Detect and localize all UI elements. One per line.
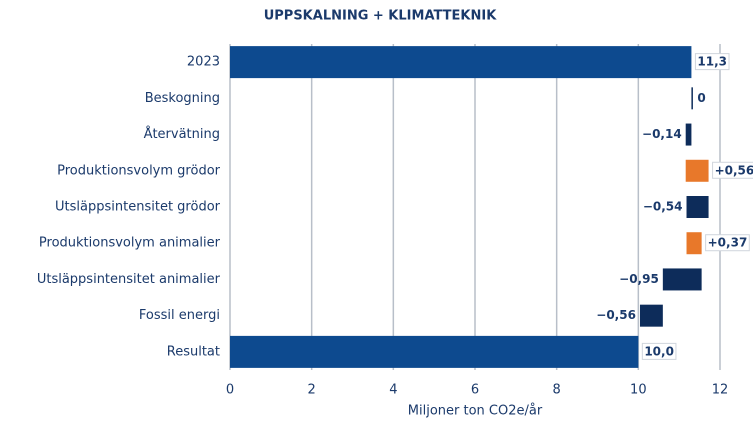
bar	[686, 232, 702, 255]
x-tick-label: 4	[389, 383, 397, 398]
value-label: 11,3	[697, 55, 727, 69]
bar	[686, 196, 709, 218]
bar	[230, 46, 692, 79]
value-label: −0,54	[643, 200, 683, 214]
value-label-box	[641, 342, 677, 360]
value-label: +0,37	[708, 236, 748, 250]
value-label: 10,0	[644, 344, 674, 358]
bar	[685, 123, 692, 146]
bar	[685, 159, 709, 182]
value-label: −0,14	[642, 127, 682, 141]
y-tick-label: Produktionsvolym animalier	[39, 236, 221, 251]
y-tick-label: Resultat	[167, 344, 220, 359]
bar	[691, 87, 693, 110]
value-label-box	[694, 53, 730, 71]
value-label: −0,95	[619, 272, 659, 286]
bar	[662, 268, 702, 291]
x-tick-label: 6	[471, 383, 479, 398]
y-tick-label: Utsläppsintensitet animalier	[37, 272, 221, 287]
y-tick-label: Fossil energi	[139, 308, 220, 323]
x-tick-label: 2	[308, 383, 316, 398]
value-label-box	[705, 234, 750, 252]
bar	[230, 335, 639, 368]
y-tick-label: Beskogning	[145, 91, 220, 106]
bar	[639, 304, 663, 327]
x-tick-label: 0	[226, 383, 234, 398]
value-label: −0,56	[596, 308, 636, 322]
x-axis-title: Miljoner ton CO2e/år	[408, 404, 543, 419]
x-tick-label: 10	[630, 383, 647, 398]
value-label: 0	[697, 91, 705, 105]
value-label: +0,56	[715, 163, 753, 177]
y-tick-label: Återvätning	[144, 126, 220, 142]
x-tick-label: 8	[553, 383, 561, 398]
y-tick-label: Utsläppsintensitet grödor	[55, 200, 221, 215]
value-label-box	[712, 161, 753, 179]
x-tick-label: 12	[712, 383, 729, 398]
y-tick-label: Produktionsvolym grödor	[57, 163, 221, 178]
y-tick-label: 2023	[187, 55, 220, 70]
chart-title: UPPSKALNING + KLIMATTEKNIK	[264, 9, 497, 24]
